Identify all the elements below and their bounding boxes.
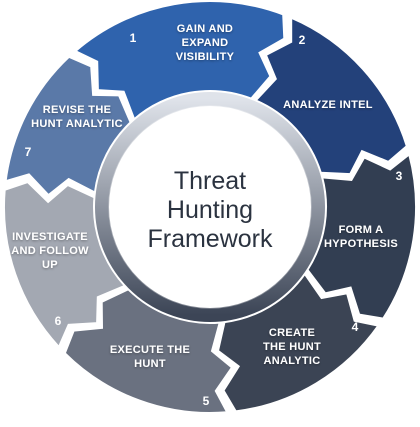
center-title-line-3: Framework (147, 225, 273, 253)
inner-ring (95, 92, 325, 322)
segment-step-7 (4, 55, 132, 197)
step-4-number: 4 (352, 320, 359, 334)
step-6-number: 6 (55, 314, 62, 328)
step-6-label-line-3: UP (42, 259, 58, 271)
step-5-label-line-2: HUNT (134, 358, 166, 370)
step-7-number: 7 (25, 145, 32, 159)
step-4-label-line-3: ANALYTIC (264, 355, 321, 367)
step-labels: GAIN AND EXPAND VISIBILITY 1 ANALYZE INTEL 2 F… (11, 23, 402, 408)
segment-step-4 (216, 272, 380, 413)
segment-step-3 (306, 152, 417, 320)
step-6-label-line-1: INVESTIGATE (12, 231, 88, 243)
center-disc (110, 107, 310, 307)
step-5-number: 5 (203, 394, 210, 408)
step-5-label-line-1: EXECUTE THE (110, 344, 190, 356)
step-7-label-line-1: REVISE THE (43, 104, 111, 116)
step-2-number: 2 (299, 33, 306, 47)
step-1-label-line-2: EXPAND (182, 37, 229, 49)
step-1-label-line-1: GAIN AND (177, 23, 233, 35)
step-6-label-line-2: AND FOLLOW (11, 245, 89, 257)
step-2-label-line-1: ANALYZE INTEL (283, 99, 373, 111)
segment-step-1 (73, 0, 286, 121)
outer-ring-segments (3, 0, 417, 414)
center-title-line-1: Threat (174, 167, 246, 195)
step-3-label-line-2: HYPOTHESIS (324, 238, 398, 250)
segment-step-5 (63, 288, 234, 414)
step-4-label-line-2: THE HUNT (263, 341, 321, 353)
step-1-label-line-3: VISIBILITY (176, 51, 235, 63)
segment-step-6 (3, 180, 127, 349)
segment-step-2 (253, 16, 408, 176)
center-title-line-2: Hunting (167, 196, 253, 224)
inner-ring-highlight (108, 105, 312, 309)
step-3-label-line-1: FORM A (339, 224, 384, 236)
step-3-number: 3 (396, 169, 403, 183)
step-1-number: 1 (130, 31, 137, 45)
step-7-label-line-2: HUNT ANALYTIC (31, 118, 123, 130)
step-4-label-line-1: CREATE (269, 327, 315, 339)
